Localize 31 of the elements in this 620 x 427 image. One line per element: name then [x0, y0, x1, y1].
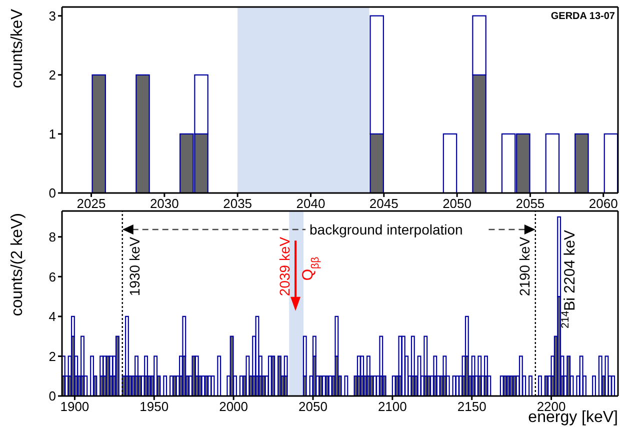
y-tick-label: 0 [48, 388, 56, 404]
x-tick-label: 2000 [219, 399, 248, 414]
y-tick-label: 6 [48, 269, 56, 284]
y-tick-label: 2 [48, 68, 56, 83]
x-tick-label: 2060 [588, 196, 618, 212]
annotation: background interpolation [310, 222, 463, 238]
x-tick-label: 1950 [140, 399, 169, 414]
x-tick-label: 2050 [442, 196, 472, 212]
x-tick-label: 2045 [369, 196, 398, 212]
ref-line-label: 1930 keV [126, 236, 142, 296]
ref-line-label: 2190 keV [516, 236, 532, 296]
ref-line-label: 2039 keV [276, 236, 293, 296]
y-tick-label: 8 [48, 229, 56, 244]
x-tick-label: 2040 [296, 196, 326, 212]
y-tick-label: 2 [48, 348, 56, 364]
y-tick-label: 3 [48, 8, 56, 24]
x-tick-label: 2100 [378, 399, 407, 414]
x-tick-label: 1900 [60, 399, 90, 414]
x-tick-label: 2055 [516, 196, 545, 212]
y-tick-label: 1 [48, 126, 56, 142]
x-tick-label: 2050 [298, 399, 328, 414]
y-tick-label: 4 [48, 309, 56, 324]
y-tick-label: 0 [48, 186, 56, 201]
x-tick-label: 2030 [150, 196, 179, 212]
x-tick-label: 2150 [457, 399, 486, 414]
y-axis-title: counts/keV [9, 8, 26, 88]
annotation: GERDA 13-07 [550, 11, 616, 22]
x-tick-label: 2025 [76, 196, 106, 212]
x-tick-label: 2200 [536, 399, 566, 414]
y-axis-title: counts/(2 keV) [9, 213, 26, 316]
x-tick-label: 2035 [223, 196, 252, 212]
